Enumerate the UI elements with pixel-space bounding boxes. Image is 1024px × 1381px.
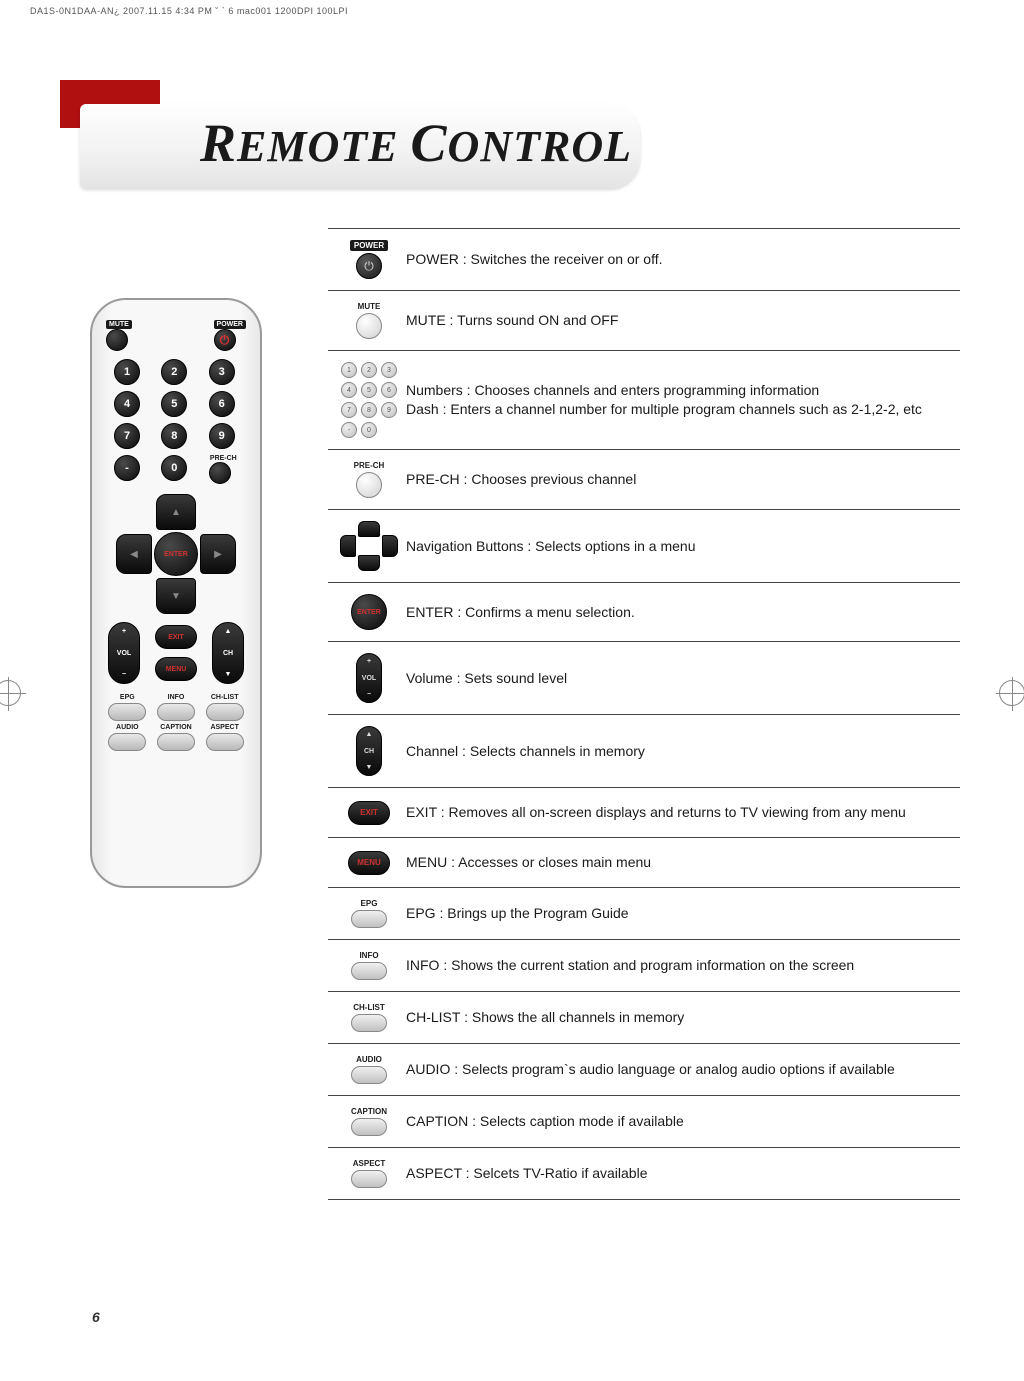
num-3: 3 bbox=[209, 359, 235, 385]
dpad: ▲ ▼ ◀ ▶ ENTER bbox=[116, 494, 236, 614]
row-power-text: POWER : Switches the receiver on or off. bbox=[406, 250, 663, 269]
vol-icon: +VOL− bbox=[356, 653, 382, 703]
audio-icon: AUDIO bbox=[351, 1055, 387, 1084]
mute-button bbox=[106, 329, 128, 351]
row-vol-text: Volume : Sets sound level bbox=[406, 669, 567, 688]
print-header: DA1S-0N1DAA-AN¿ 2007.11.15 4:34 PM ˘ ` 6… bbox=[30, 6, 348, 16]
row-epg: EPG EPG : Brings up the Program Guide bbox=[328, 888, 960, 940]
row-mute: MUTE MUTE : Turns sound ON and OFF bbox=[328, 291, 960, 351]
num-2: 2 bbox=[161, 359, 187, 385]
mute-icon-label: MUTE bbox=[358, 302, 381, 311]
caption-icon: CAPTION bbox=[351, 1107, 387, 1136]
row-ch-text: Channel : Selects channels in memory bbox=[406, 742, 645, 761]
enter-button: ENTER bbox=[154, 532, 198, 576]
remote-illustration: MUTE POWER ⏻ 1 2 3 4 5 6 7 8 bbox=[90, 298, 280, 888]
prech-icon bbox=[356, 472, 382, 498]
row-audio: AUDIO AUDIO : Selects program`s audio la… bbox=[328, 1044, 960, 1096]
info-icon: INFO bbox=[351, 951, 387, 980]
row-aspect-text: ASPECT : Selcets TV-Ratio if available bbox=[406, 1164, 647, 1183]
prech-icon-label: PRE-CH bbox=[354, 461, 385, 470]
num-7: 7 bbox=[114, 423, 140, 449]
num-6: 6 bbox=[209, 391, 235, 417]
page-content: REMOTE CONTROL MUTE POWER ⏻ 1 bbox=[60, 80, 960, 1200]
row-chlist: CH-LIST CH-LIST : Shows the all channels… bbox=[328, 992, 960, 1044]
ch-rocker: ▲CH▼ bbox=[212, 622, 244, 684]
row-epg-text: EPG : Brings up the Program Guide bbox=[406, 904, 629, 923]
row-info-text: INFO : Shows the current station and pro… bbox=[406, 956, 854, 975]
aspect-icon: ASPECT bbox=[351, 1159, 387, 1188]
row-prech-text: PRE-CH : Chooses previous channel bbox=[406, 470, 636, 489]
dpad-icon bbox=[338, 521, 400, 571]
numbers-icon: 123 456 789 -0 bbox=[341, 362, 397, 438]
exit-icon: EXIT bbox=[348, 801, 390, 825]
description-table: POWER ⏻ POWER : Switches the receiver on… bbox=[328, 228, 960, 1200]
row-caption-text: CAPTION : Selects caption mode if availa… bbox=[406, 1112, 684, 1131]
page-number: 6 bbox=[92, 1309, 100, 1325]
row-enter: ENTER ENTER : Confirms a menu selection. bbox=[328, 583, 960, 642]
row-info: INFO INFO : Shows the current station an… bbox=[328, 940, 960, 992]
row-caption: CAPTION CAPTION : Selects caption mode i… bbox=[328, 1096, 960, 1148]
row-vol: +VOL− Volume : Sets sound level bbox=[328, 642, 960, 715]
row-power: POWER ⏻ POWER : Switches the receiver on… bbox=[328, 228, 960, 291]
row-numbers: 123 456 789 -0 Numbers : Chooses channel… bbox=[328, 351, 960, 450]
row-prech: PRE-CH PRE-CH : Chooses previous channel bbox=[328, 450, 960, 510]
row-nav-text: Navigation Buttons : Selects options in … bbox=[406, 537, 696, 556]
row-exit-text: EXIT : Removes all on-screen displays an… bbox=[406, 803, 906, 822]
menu-icon: MENU bbox=[348, 851, 390, 875]
page-title: REMOTE CONTROL bbox=[200, 122, 632, 171]
power-label: POWER bbox=[214, 320, 246, 329]
power-button: ⏻ bbox=[214, 329, 236, 351]
chlist-icon: CH-LIST bbox=[351, 1003, 387, 1032]
row-nav: Navigation Buttons : Selects options in … bbox=[328, 510, 960, 583]
row-aspect: ASPECT ASPECT : Selcets TV-Ratio if avai… bbox=[328, 1148, 960, 1200]
epg-icon: EPG bbox=[351, 899, 387, 928]
num-1: 1 bbox=[114, 359, 140, 385]
num-4: 4 bbox=[114, 391, 140, 417]
ch-icon: ▲CH▼ bbox=[356, 726, 382, 776]
row-numbers-text: Numbers : Chooses channels and enters pr… bbox=[406, 381, 922, 419]
prech-button bbox=[209, 462, 231, 484]
dpad-left: ◀ bbox=[116, 534, 152, 574]
dpad-right: ▶ bbox=[200, 534, 236, 574]
row-menu-text: MENU : Accesses or closes main menu bbox=[406, 853, 651, 872]
exit-button: EXIT bbox=[155, 625, 197, 649]
row-enter-text: ENTER : Confirms a menu selection. bbox=[406, 603, 635, 622]
mute-label: MUTE bbox=[106, 320, 132, 329]
number-pad: 1 2 3 4 5 6 7 8 9 - 0 PRE-CH bbox=[114, 359, 238, 484]
num-8: 8 bbox=[161, 423, 187, 449]
crop-mark-right bbox=[999, 680, 1024, 710]
power-icon-label: POWER bbox=[350, 240, 388, 251]
bottom-buttons: EPG INFO CH-LIST AUDIO CAPTION ASPECT bbox=[106, 694, 246, 751]
row-audio-text: AUDIO : Selects program`s audio language… bbox=[406, 1060, 895, 1079]
num-0: 0 bbox=[161, 455, 187, 481]
row-chlist-text: CH-LIST : Shows the all channels in memo… bbox=[406, 1008, 684, 1027]
dpad-down: ▼ bbox=[156, 578, 196, 614]
mute-icon bbox=[356, 313, 382, 339]
row-mute-text: MUTE : Turns sound ON and OFF bbox=[406, 311, 618, 330]
num-9: 9 bbox=[209, 423, 235, 449]
title-bar: REMOTE CONTROL bbox=[80, 104, 640, 188]
num-dash: - bbox=[114, 455, 140, 481]
row-ch: ▲CH▼ Channel : Selects channels in memor… bbox=[328, 715, 960, 788]
row-exit: EXIT EXIT : Removes all on-screen displa… bbox=[328, 788, 960, 838]
vol-rocker: +VOL− bbox=[108, 622, 140, 684]
enter-icon: ENTER bbox=[351, 594, 387, 630]
num-5: 5 bbox=[161, 391, 187, 417]
prech-label: PRE-CH bbox=[209, 455, 238, 462]
crop-mark-left bbox=[0, 680, 25, 710]
menu-button: MENU bbox=[155, 657, 197, 681]
row-menu: MENU MENU : Accesses or closes main menu bbox=[328, 838, 960, 888]
power-icon: ⏻ bbox=[356, 253, 382, 279]
dpad-up: ▲ bbox=[156, 494, 196, 530]
